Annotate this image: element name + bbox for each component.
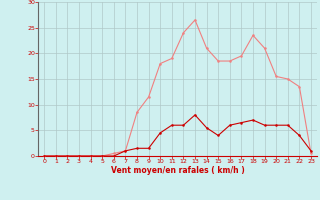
X-axis label: Vent moyen/en rafales ( km/h ): Vent moyen/en rafales ( km/h ) <box>111 166 244 175</box>
